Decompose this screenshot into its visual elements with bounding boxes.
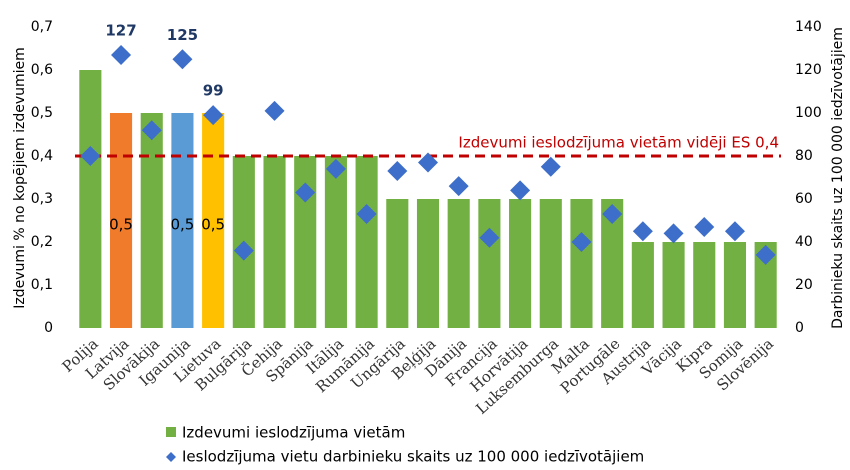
diamond-marker (172, 49, 193, 70)
legend-swatch (166, 427, 176, 437)
bar-value-label: 0,5 (201, 216, 225, 234)
bar (601, 199, 624, 328)
y2-tick-label: 60 (795, 191, 813, 207)
y2-axis-label: Darbinieku skaits uz 100 000 iedzīvotāji… (830, 27, 846, 329)
diamond-marker (80, 146, 101, 166)
reference-line-label: Izdevumi ieslodzījuma vietām vidēji ES 0… (458, 134, 779, 152)
diamond-marker (571, 232, 592, 252)
y-tick-label: 0 (44, 320, 53, 336)
y2-tick-label: 0 (795, 320, 804, 336)
y2-tick-label: 120 (795, 62, 822, 78)
y2-tick-label: 20 (795, 277, 813, 293)
diamond-marker (602, 204, 623, 225)
bar (723, 242, 747, 328)
y2-tick-label: 140 (795, 19, 822, 35)
bar (478, 199, 501, 328)
marker-value-label: 125 (167, 26, 198, 44)
bar (263, 156, 286, 328)
bar (79, 70, 102, 328)
diamond-marker (418, 152, 438, 173)
diamond-marker (203, 105, 224, 126)
diamond-marker (540, 156, 561, 177)
diamond-marker (356, 204, 377, 225)
diamond-marker (663, 223, 684, 244)
diamond-marker (295, 182, 316, 203)
legend-swatch (166, 452, 176, 462)
bar (416, 199, 440, 328)
y-tick-label: 0,5 (31, 105, 53, 121)
diamond-marker (141, 120, 162, 141)
bar (631, 242, 654, 328)
diamond-marker (448, 176, 469, 197)
diamond-marker (233, 240, 254, 261)
bar (754, 242, 777, 328)
y-tick-label: 0,6 (31, 62, 53, 78)
bar (171, 113, 194, 328)
y-tick-label: 0,4 (31, 148, 53, 164)
diamond-marker (510, 180, 531, 201)
bar (386, 199, 409, 328)
bar (109, 113, 133, 328)
bar (570, 199, 593, 328)
bar (202, 113, 225, 328)
y-tick-label: 0,3 (31, 191, 53, 207)
marker-value-label: 99 (203, 82, 224, 100)
bar (294, 156, 317, 328)
bar (539, 199, 562, 328)
diamond-marker (387, 161, 408, 182)
bar (509, 199, 532, 328)
y-axis-label: Izdevumi % no kopējiem izdevumiem (12, 47, 28, 309)
bar-value-label: 0,5 (171, 216, 195, 234)
marker-value-label: 127 (105, 21, 136, 39)
diamond-marker (325, 158, 346, 179)
bar (662, 242, 685, 328)
diamond-marker (755, 244, 776, 265)
bar-value-label: 0,5 (109, 216, 133, 234)
y-tick-label: 0,1 (31, 277, 53, 293)
legend-label: Ieslodzījuma vietu darbinieku skaits uz … (182, 448, 644, 466)
diamond-marker (632, 221, 653, 242)
legend-label: Izdevumi ieslodzījuma vietām (182, 424, 405, 442)
bar (693, 242, 716, 328)
y-tick-label: 0,7 (31, 19, 53, 35)
diamond-marker (694, 216, 715, 237)
diamond-marker (111, 44, 132, 65)
bar (447, 199, 470, 328)
y2-tick-label: 80 (795, 148, 813, 164)
diamond-marker (479, 227, 500, 248)
bar (140, 113, 163, 328)
y2-tick-label: 40 (795, 234, 813, 250)
bar (324, 156, 347, 328)
y2-tick-label: 100 (795, 105, 822, 121)
y-tick-label: 0,2 (31, 234, 53, 250)
diamond-marker (724, 221, 745, 242)
bar (355, 156, 378, 328)
diamond-marker (264, 100, 285, 121)
